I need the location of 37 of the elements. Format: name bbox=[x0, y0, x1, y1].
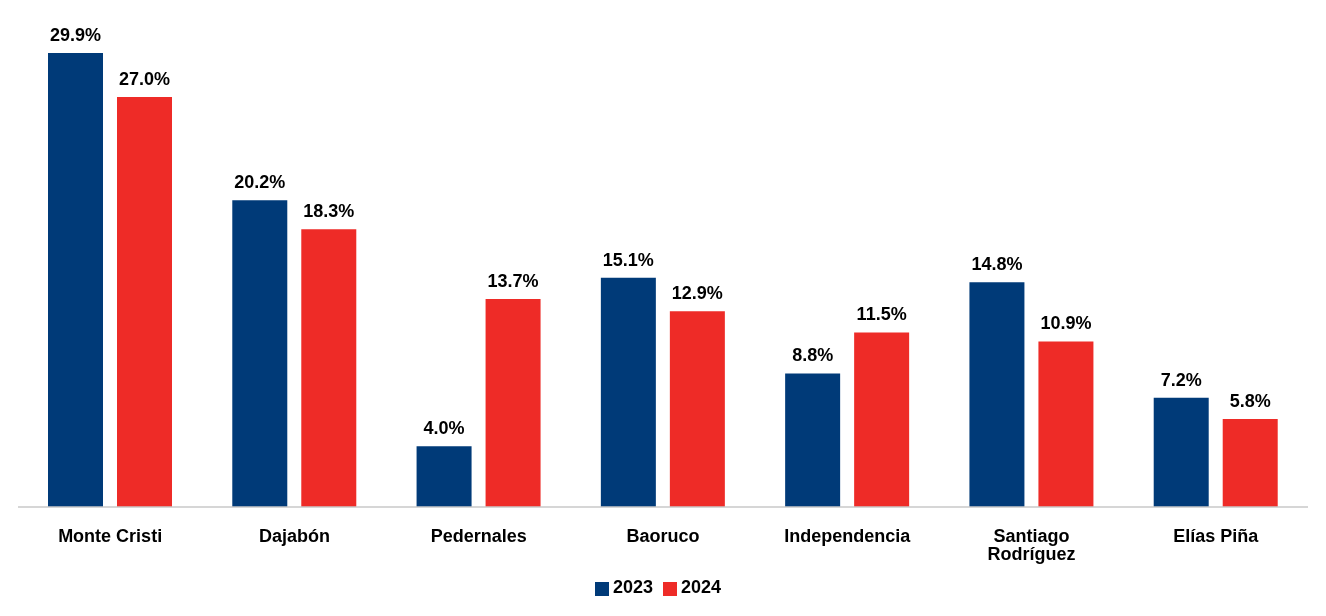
data-label: 11.5% bbox=[856, 304, 907, 325]
bar bbox=[785, 373, 841, 507]
x-tick-label: Dajabón bbox=[258, 525, 330, 546]
data-label: 20.2% bbox=[234, 172, 286, 193]
bar bbox=[416, 446, 472, 507]
bar bbox=[669, 311, 725, 507]
data-label: 12.9% bbox=[671, 283, 723, 304]
legend-label: 2024 bbox=[681, 577, 722, 597]
bar bbox=[854, 332, 910, 507]
data-label: 18.3% bbox=[303, 201, 355, 222]
data-label: 8.8% bbox=[792, 345, 834, 366]
data-label: 15.1% bbox=[602, 249, 654, 270]
bar bbox=[485, 298, 541, 507]
bar bbox=[48, 53, 103, 507]
data-label: 4.0% bbox=[423, 418, 465, 439]
bar bbox=[117, 97, 172, 507]
data-label: 7.2% bbox=[1160, 369, 1202, 390]
data-label: 13.7% bbox=[487, 270, 539, 291]
bar bbox=[600, 277, 656, 507]
data-label: 27.0% bbox=[118, 69, 171, 90]
x-tick-label: Pedernales bbox=[430, 525, 527, 546]
legend-label: 2023 bbox=[612, 577, 653, 597]
x-tick-label: Baoruco bbox=[626, 525, 700, 546]
bar bbox=[1038, 341, 1094, 507]
bar bbox=[1222, 418, 1278, 507]
bar bbox=[1153, 397, 1209, 507]
data-label: 10.9% bbox=[1040, 313, 1092, 334]
bar bbox=[969, 282, 1025, 507]
x-tick-label: Monte Cristi bbox=[58, 525, 163, 546]
data-label: 14.8% bbox=[971, 254, 1023, 275]
x-tick-label: Santiago Rodríguez bbox=[987, 525, 1076, 564]
data-label: 29.9% bbox=[49, 25, 102, 45]
data-label: 5.8% bbox=[1229, 390, 1271, 411]
bar bbox=[232, 200, 288, 507]
x-tick-label: Elías Piña bbox=[1173, 525, 1260, 546]
x-tick-label: Independencia bbox=[784, 525, 912, 546]
bar bbox=[301, 229, 357, 507]
